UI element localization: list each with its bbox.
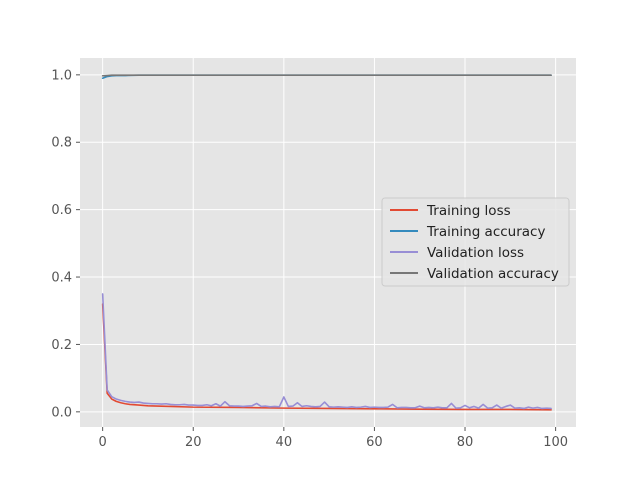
y-tick-label: 0.4 — [51, 271, 72, 286]
axis-ticks: 0 20 40 60 80 100 0.0 0.2 0.4 0.6 0.8 1.0 — [51, 68, 568, 450]
x-tick-label: 20 — [185, 435, 202, 450]
legend-label-validation-loss: Validation loss — [427, 245, 524, 261]
legend: Training loss Training accuracy Validati… — [381, 197, 570, 287]
y-tick-label: 1.0 — [51, 68, 72, 83]
legend-frame — [381, 197, 570, 287]
y-tick-label: 0.2 — [51, 338, 72, 353]
legend-label-training-loss: Training loss — [426, 203, 511, 219]
x-tick-label: 80 — [457, 435, 474, 450]
legend-label-training-accuracy: Training accuracy — [426, 224, 545, 240]
legend-label-validation-accuracy: Validation accuracy — [427, 266, 559, 282]
y-tick-label: 0.6 — [51, 203, 72, 218]
x-tick-label: 0 — [99, 435, 107, 450]
series-line-validation-loss — [101, 293, 552, 410]
x-tick-label: 40 — [276, 435, 293, 450]
x-tick-label: 100 — [543, 435, 568, 450]
series-layer — [101, 74, 552, 411]
series-line-validation-accuracy — [101, 74, 552, 77]
y-tick-label: 0.0 — [51, 405, 72, 420]
y-tick-label: 0.8 — [51, 136, 72, 151]
x-tick-label: 60 — [366, 435, 383, 450]
series-line-training-loss — [101, 303, 552, 411]
